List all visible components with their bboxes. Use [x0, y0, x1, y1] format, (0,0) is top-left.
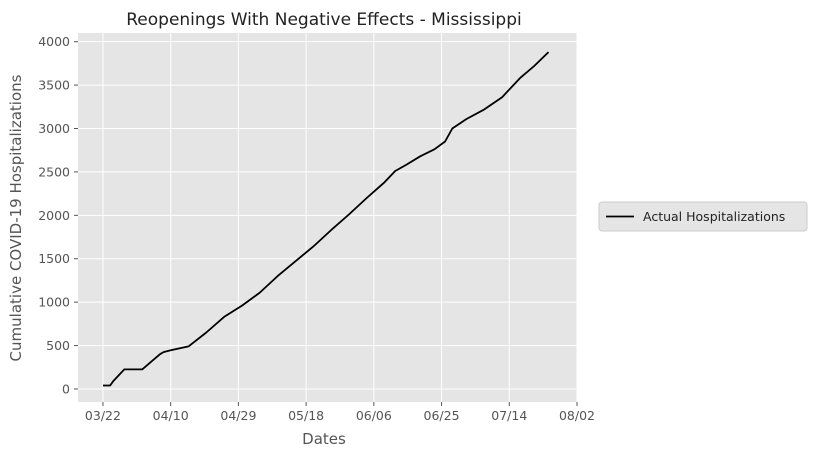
series-layer — [103, 51, 550, 387]
x-tick-label: 07/14 — [491, 408, 527, 423]
plot-area — [78, 33, 577, 402]
legend-label: Actual Hospitalizations — [643, 209, 785, 224]
legend: Actual Hospitalizations — [598, 201, 808, 232]
y-tick-label: 4000 — [38, 34, 70, 49]
y-axis-ticks: 0 500 1000 1500 2000 2500 3000 3500 4000 — [38, 34, 78, 396]
y-tick-label: 1500 — [38, 251, 70, 266]
x-tick-label: 04/10 — [153, 408, 189, 423]
y-tick-label: 2000 — [38, 208, 70, 223]
legend-box — [598, 201, 808, 232]
grid — [78, 33, 578, 402]
y-axis-label: Cumulative COVID-19 Hospitalizations — [7, 74, 25, 361]
y-tick-label: 3000 — [38, 121, 70, 136]
y-tick-label: 2500 — [38, 164, 70, 179]
y-tick-label: 1000 — [38, 295, 70, 310]
x-axis-label: Dates — [302, 430, 346, 448]
x-tick-label: 06/06 — [356, 408, 392, 423]
y-tick-label: 500 — [46, 338, 70, 353]
y-tick-label: 3500 — [38, 78, 70, 93]
x-tick-label: 08/02 — [559, 408, 595, 423]
x-tick-label: 03/22 — [85, 408, 121, 423]
series-line — [103, 51, 550, 387]
chart-title: Reopenings With Negative Effects - Missi… — [126, 10, 521, 30]
y-tick-label: 0 — [62, 381, 70, 396]
x-tick-label: 04/29 — [220, 408, 256, 423]
x-tick-label: 05/18 — [288, 408, 324, 423]
x-tick-label: 06/25 — [424, 408, 460, 423]
x-axis-ticks: 03/22 04/10 04/29 05/18 06/06 06/25 07/14 08/02 — [85, 402, 595, 423]
